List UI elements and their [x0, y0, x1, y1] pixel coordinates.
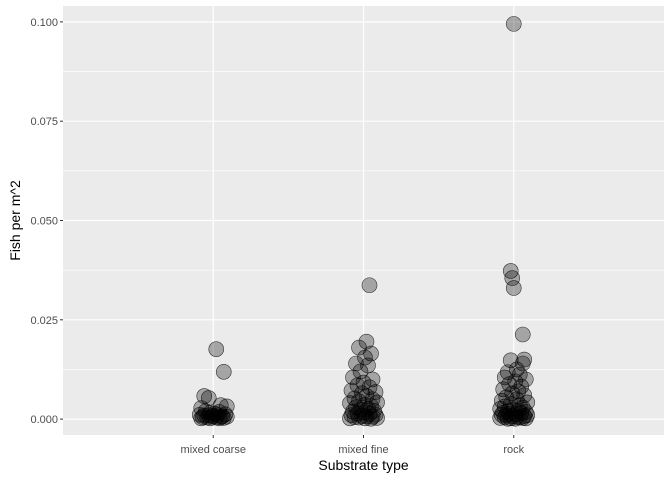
- x-axis-title: Substrate type: [318, 457, 408, 473]
- y-axis-title: Fish per m^2: [7, 180, 23, 261]
- data-point: [342, 410, 358, 427]
- data-point: [202, 410, 219, 427]
- data-point: [502, 352, 519, 369]
- data-point: [505, 280, 522, 296]
- y-tick-label: 0.100: [30, 17, 58, 29]
- data-point: [211, 410, 228, 427]
- data-points: [191, 16, 536, 427]
- data-point: [354, 385, 370, 402]
- data-point: [504, 270, 521, 286]
- data-point: [369, 410, 385, 426]
- data-point: [357, 410, 373, 427]
- y-tick-label: 0.075: [30, 116, 58, 128]
- data-point: [351, 409, 367, 426]
- data-point: [513, 378, 530, 395]
- x-axis: mixed coarse mixed fine rock: [181, 435, 525, 456]
- data-point: [208, 341, 225, 358]
- data-point: [349, 377, 366, 394]
- data-point: [348, 355, 364, 372]
- y-tick-label: 0.025: [30, 315, 58, 327]
- data-point: [215, 410, 232, 426]
- data-point: [361, 277, 378, 294]
- data-point: [505, 16, 522, 32]
- data-point: [193, 410, 210, 427]
- data-point: [363, 410, 379, 427]
- data-point: [363, 345, 379, 362]
- data-point: [508, 361, 525, 378]
- y-tick-label: 0.050: [30, 216, 58, 228]
- data-point: [514, 326, 531, 343]
- x-tick-label: mixed coarse: [181, 444, 246, 456]
- y-axis: 0.000 0.025 0.050 0.075 0.100: [30, 17, 63, 426]
- data-point: [364, 371, 381, 388]
- data-point: [493, 393, 510, 409]
- data-point: [345, 369, 361, 386]
- data-point: [357, 349, 373, 366]
- data-point: [215, 364, 232, 380]
- data-point: [343, 382, 360, 399]
- y-tick-label: 0.000: [30, 414, 58, 426]
- x-tick-label: mixed fine: [338, 444, 388, 456]
- data-point: [507, 410, 524, 427]
- x-tick-label: rock: [503, 444, 524, 456]
